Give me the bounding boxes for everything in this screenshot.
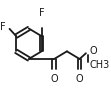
Text: O: O <box>50 74 58 84</box>
Text: F: F <box>0 22 6 32</box>
Text: O: O <box>90 46 97 56</box>
Text: CH3: CH3 <box>90 60 110 70</box>
Text: F: F <box>39 8 44 17</box>
Text: O: O <box>76 74 83 84</box>
